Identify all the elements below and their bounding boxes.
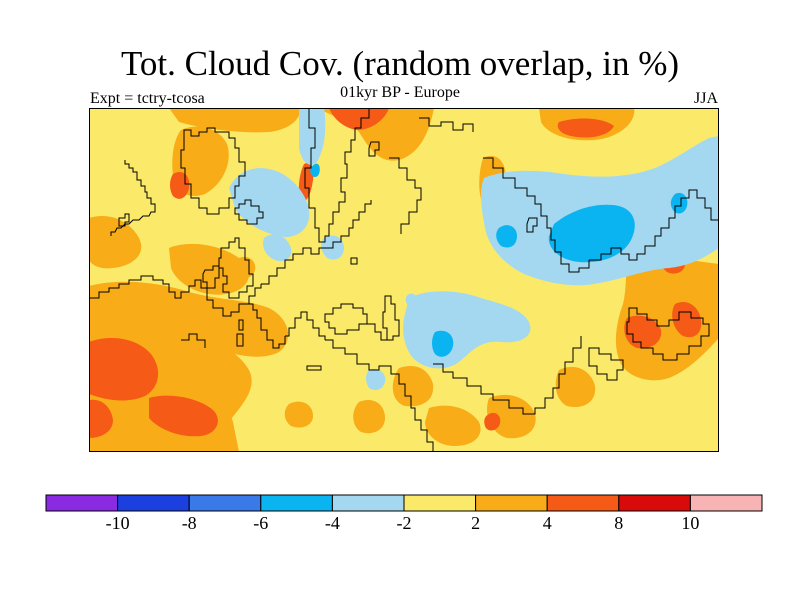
colorbar-tick-label: 10	[681, 513, 700, 533]
colorbar-tick-label: -2	[396, 513, 412, 533]
colorbar-tick-label: 4	[542, 513, 552, 533]
coastline-russia	[483, 157, 590, 273]
coastline-arctic	[419, 117, 474, 132]
colorbar-box-9	[689, 494, 763, 512]
colorbar-tick-labels: -10 -8 -6 -4 -2 2 4 8 10	[0, 512, 800, 536]
coastline-far-east	[589, 189, 719, 261]
coastline-caspian	[382, 295, 400, 341]
coastline-islands-baltic	[350, 257, 358, 265]
coastline-scandinavia-east	[389, 157, 422, 234]
coastline-sea-east	[588, 347, 624, 381]
negative-anomaly-2-4	[229, 108, 719, 390]
coastline-italy	[249, 303, 286, 349]
coastline-corsica	[238, 319, 244, 331]
coastline-north-america	[110, 160, 156, 236]
colorbar-tick-label: -6	[253, 513, 269, 533]
coastline-labrador	[118, 213, 130, 227]
colorbar-box-0	[45, 494, 119, 512]
colorbar-box-2	[188, 494, 262, 512]
map-frame	[89, 108, 719, 452]
coastline-crete	[306, 365, 322, 371]
coastline-central-europe	[261, 247, 327, 285]
coastline-sardinia	[236, 333, 244, 347]
coastline-islands-north	[368, 141, 380, 157]
coastline-iberia-france	[89, 275, 262, 317]
map-title: Tot. Cloud Cov. (random overlap, in %)	[120, 44, 680, 83]
coastline-east-africa	[433, 336, 582, 415]
colorbar-tick-label: -10	[105, 513, 130, 533]
coastline-greenland	[180, 127, 246, 215]
colorbar-tick-label: -8	[181, 513, 197, 533]
coastline-british-isles	[218, 237, 254, 299]
season-label: JJA	[693, 90, 718, 107]
map-subtitle: 01kyr BP - Europe	[340, 84, 460, 101]
colorbar-box-6	[475, 494, 548, 512]
colorbar-box-1	[117, 494, 190, 512]
colorbar-box-4	[331, 494, 405, 512]
coastline-scandinavia	[304, 108, 370, 243]
colorbar-tick-label: 8	[614, 513, 624, 533]
positive-anomaly-4-8	[89, 108, 702, 438]
colorbar-tick-label: 2	[471, 513, 481, 533]
coastlines	[89, 108, 719, 452]
colorbar-box-3	[260, 494, 333, 512]
coastline-balkans	[285, 311, 326, 340]
coastline-middle-east	[367, 323, 387, 341]
experiment-label: Expt = tctry-tcosa	[90, 90, 205, 107]
coastline-baltic	[327, 200, 372, 249]
colorbar-box-5	[403, 494, 477, 512]
coastline-gulf-east	[626, 307, 710, 361]
coastline-spain-coast	[181, 333, 206, 348]
coastline-aral	[526, 217, 538, 233]
colorbar-box-7	[546, 494, 620, 512]
coastline-iceland	[234, 199, 264, 225]
colorbar-tick-label: -4	[324, 513, 340, 533]
colorbar-box-8	[618, 494, 691, 512]
colorbar	[45, 494, 763, 512]
coastline-ireland	[202, 265, 220, 289]
anomaly-map	[89, 108, 719, 452]
coastline-north-africa	[325, 339, 434, 452]
